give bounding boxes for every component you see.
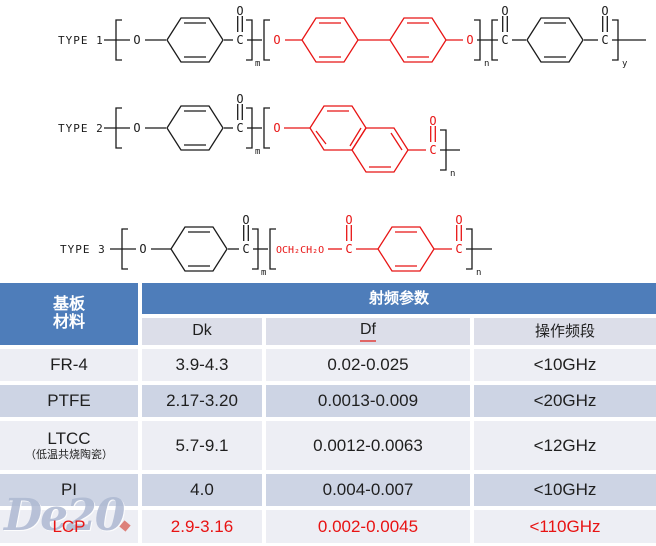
material-cell: PI [0,474,138,506]
dk-cell: 5.7-9.1 [142,421,262,470]
carbonyl-double-bond [237,15,243,33]
df-cell: 0.004-0.007 [266,474,470,506]
oxygen-label: O [133,33,140,47]
carbon-label: C [242,242,249,256]
benzene-ring [389,17,447,63]
benzene-ring [377,226,435,272]
band-cell: <12GHz [474,421,656,470]
benzene-ring [166,105,224,151]
oxyethylene-link-label: OCH₂CH₂O [276,245,324,256]
oxygen-label: O [139,242,146,256]
material-note: （低温共烧陶瓷） [25,449,113,462]
watermark-text: De20 [4,490,125,541]
material-cell: PTFE [0,385,138,417]
watermark: De20 [4,490,132,541]
type2-structure: TYPE 2 O C O m O C O n [58,92,460,179]
benzene-ring [166,17,224,63]
dk-cell: 3.9-4.3 [142,349,262,381]
oxygen-label: O [455,213,462,227]
type3-structure: TYPE 3 O C O m OCH₂CH₂O C O C O n [60,213,492,278]
bracket-open [263,19,271,61]
substrate-header-line1: 基板 [52,295,85,313]
subscript-n: n [476,268,481,278]
df-cell: 0.02-0.025 [266,349,470,381]
benzene-ring [170,226,228,272]
lcp-structure-svg: TYPE 1 O C O m O O n C O C O y [58,4,646,278]
subscript-m: m [261,268,266,278]
type1-label: TYPE 1 [58,34,104,47]
subscript-n: n [450,169,455,179]
df-cell: 0.0013-0.009 [266,385,470,417]
material-cell: FR-4 [0,349,138,381]
carbonyl-double-bond [602,15,608,33]
type3-label: TYPE 3 [60,243,106,256]
carbon-label: C [429,143,436,157]
df-cell: 0.0012-0.0063 [266,421,470,470]
benzene-ring [526,17,584,63]
material-cell: LTCC （低温共烧陶瓷） [0,421,138,470]
df-cell: 0.002-0.0045 [266,510,470,543]
dk-cell: 2.17-3.20 [142,385,262,417]
oxygen-label: O [345,213,352,227]
naphthalene-ring [309,105,409,173]
column-header-dk: Dk [142,318,262,345]
carbon-label: C [455,242,462,256]
material-cell: LCP [0,510,138,543]
carbonyl-double-bond [237,103,243,121]
oxygen-label: O [429,114,436,128]
oxygen-label: O [501,4,508,18]
polymer-structures-figure: TYPE 1 O C O m O O n C O C O y [58,4,646,278]
column-header-band: 操作频段 [474,318,656,345]
dk-cell: 2.9-3.16 [142,510,262,543]
oxygen-label: O [273,121,280,135]
subscript-m: m [255,147,260,157]
oxygen-label: O [133,121,140,135]
oxygen-label: O [466,33,473,47]
carbonyl-double-bond [243,224,249,242]
oxygen-label: O [236,4,243,18]
subscript-y: y [622,59,628,69]
carbon-label: C [601,33,608,47]
benzene-ring [301,17,359,63]
column-header-df: Df [266,318,470,345]
rf-parameters-group-header: 射频参数 [142,283,656,314]
carbonyl-double-bond [502,15,508,33]
substrate-material-header: 基板 材料 [0,283,138,345]
carbon-label: C [501,33,508,47]
carbon-label: C [236,33,243,47]
band-cell: <10GHz [474,349,656,381]
carbonyl-double-bond [430,125,436,143]
subscript-n: n [484,59,489,69]
carbonyl-double-bond [346,224,352,242]
oxygen-label: O [236,92,243,106]
type2-label: TYPE 2 [58,122,104,135]
carbon-label: C [236,121,243,135]
subscript-m: m [255,59,260,69]
band-cell: <110GHz [474,510,656,543]
carbon-label: C [345,242,352,256]
band-cell: <10GHz [474,474,656,506]
dk-cell: 4.0 [142,474,262,506]
type1-structure: TYPE 1 O C O m O O n C O C O y [58,4,646,69]
band-cell: <20GHz [474,385,656,417]
oxygen-label: O [273,33,280,47]
oxygen-label: O [242,213,249,227]
rf-parameters-table: 基板 材料 射频参数 Dk Df 操作频段 FR-4 3.9-4.3 0.02-… [0,283,656,543]
bracket-open [263,107,271,149]
substrate-header-line2: 材料 [52,314,85,331]
material-name: LTCC [47,428,91,448]
carbonyl-double-bond [456,224,462,242]
oxygen-label: O [601,4,608,18]
